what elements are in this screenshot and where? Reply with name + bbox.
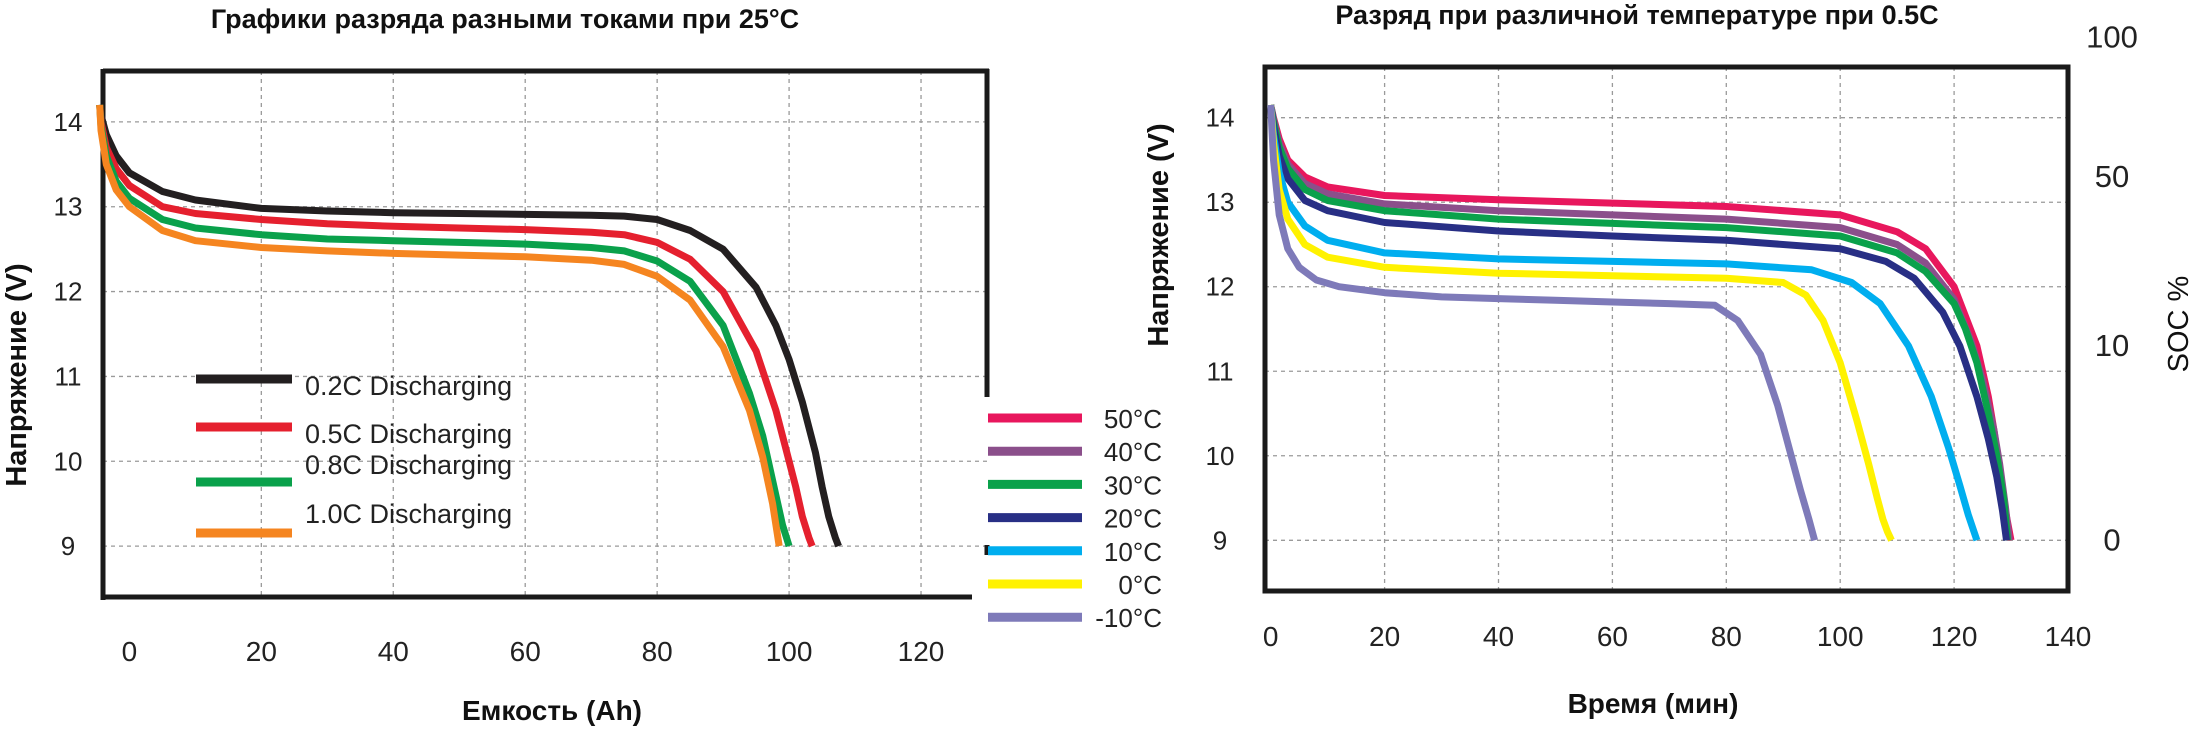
left-chart-title: Графики разряда разными токами при 25°C xyxy=(211,4,799,34)
right-x-tick-label: 0 xyxy=(1263,621,1279,652)
left-y-tick-label: 14 xyxy=(54,107,83,137)
left-x-tick-label: 20 xyxy=(246,636,277,667)
right-x-tick-label: 140 xyxy=(2045,621,2092,652)
left-x-tick-label: 60 xyxy=(510,636,541,667)
left-chart: Графики разряда разными токами при 25°C … xyxy=(1,4,990,726)
right-chart-title: Разряд при различной температуре при 0.5… xyxy=(1335,0,1938,30)
left-y-tick-label: 12 xyxy=(54,277,83,307)
left-plot-frame xyxy=(103,71,987,597)
right-plot-frame xyxy=(1262,64,2071,594)
left-x-tick-label: 120 xyxy=(898,636,945,667)
series-line-0-8c-discharging xyxy=(96,104,793,548)
left-y-tick-label: 13 xyxy=(54,192,83,222)
legend-label-1-0c-discharging: 1.0C Discharging xyxy=(305,499,512,529)
right-y2-tick-label: 50 xyxy=(2095,159,2129,194)
series-line-50-c xyxy=(1267,104,2015,541)
legend-label-0-5c-discharging: 0.5C Discharging xyxy=(305,419,512,449)
right-x-tick-label: 60 xyxy=(1597,621,1628,652)
legend-label-40-c: 40°C xyxy=(1104,437,1162,467)
legend-label-10-c: -10°C xyxy=(1095,603,1162,633)
legend-label-0-2c-discharging: 0.2C Discharging xyxy=(305,371,512,401)
legend-label-30-c: 30°C xyxy=(1104,470,1162,500)
series-line-10-c xyxy=(1267,104,1981,542)
right-x-tick-label: 40 xyxy=(1483,621,1514,652)
left-x-tick-label: 100 xyxy=(766,636,813,667)
right-y-tick-label: 10 xyxy=(1206,441,1235,471)
right-x-tick-label: 80 xyxy=(1711,621,1742,652)
series-line-20-c xyxy=(1267,104,2010,541)
series-line-1-0c-discharging xyxy=(96,104,783,547)
left-y-tick-label: 9 xyxy=(61,531,75,561)
right-y2-tick-label: 10 xyxy=(2095,328,2129,363)
left-y-tick-label: 10 xyxy=(54,446,83,476)
legend-label-50-c: 50°C xyxy=(1104,404,1162,434)
legend-label-0-c: 0°C xyxy=(1118,570,1162,600)
right-y2-tick-label: 0 xyxy=(2103,522,2120,557)
right-y-tick-label: 12 xyxy=(1206,272,1235,302)
right-y-tick-label: 14 xyxy=(1206,103,1235,133)
series-line-30-c xyxy=(1267,104,2012,541)
series-line-10-c xyxy=(1267,104,1818,542)
left-y-tick-label: 11 xyxy=(55,361,82,391)
right-x-axis-label: Время (мин) xyxy=(1568,688,1739,719)
left-x-tick-label: 80 xyxy=(642,636,673,667)
right-chart: Разряд при различной температуре при 0.5… xyxy=(988,0,2195,719)
right-x-tick-label: 100 xyxy=(1817,621,1864,652)
right-y-tick-label: 11 xyxy=(1207,356,1234,386)
right-y-tick-label: 13 xyxy=(1206,187,1235,217)
left-x-tick-label: 40 xyxy=(378,636,409,667)
series-line-0-c xyxy=(1267,104,1895,542)
left-y-axis-label: Напряжение (V) xyxy=(1,263,33,486)
right-x-tick-label: 120 xyxy=(1931,621,1978,652)
right-y-axis-label: Напряжение (V) xyxy=(1143,123,1175,346)
series-line-0-5c-discharging xyxy=(96,104,816,548)
left-x-axis-label: Емкость (Ah) xyxy=(462,695,642,726)
series-line-0-2c-discharging xyxy=(96,104,842,548)
series-line-40-c xyxy=(1267,104,2013,541)
legend-label-10-c: 10°C xyxy=(1104,537,1162,567)
right-y2-axis-label: SOC % xyxy=(2163,276,2195,373)
left-x-tick-label: 0 xyxy=(122,636,138,667)
legend-label-0-8c-discharging: 0.8C Discharging xyxy=(305,450,512,480)
right-y2-tick-label: 100 xyxy=(2086,19,2138,54)
right-x-tick-label: 20 xyxy=(1369,621,1400,652)
legend-label-20-c: 20°C xyxy=(1104,504,1162,534)
right-y-tick-label: 9 xyxy=(1213,525,1227,555)
